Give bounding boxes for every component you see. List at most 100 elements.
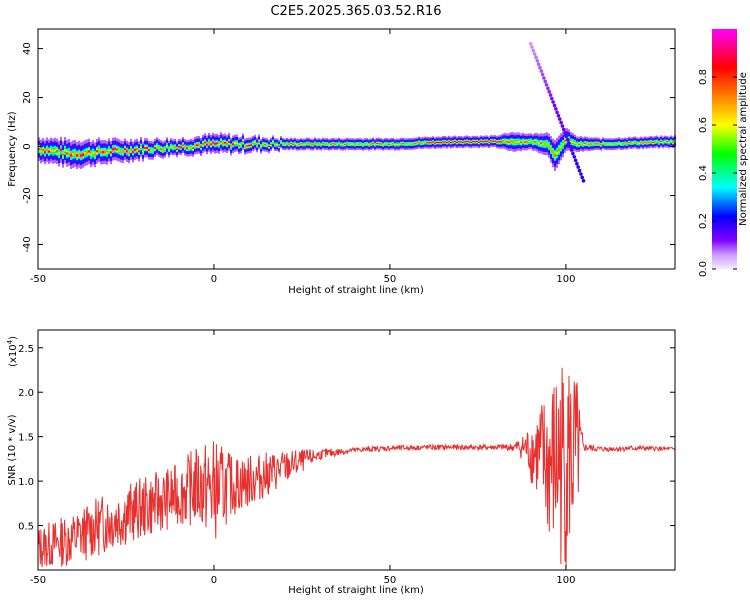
spectrogram-cell <box>46 148 48 151</box>
spectrogram-cell <box>212 141 214 144</box>
spectrogram-cell <box>428 142 430 144</box>
spectrogram-cell <box>384 143 386 145</box>
spectrogram-cell <box>466 140 468 142</box>
spectrogram-cell <box>636 142 638 144</box>
spectrogram-cell <box>520 141 522 144</box>
spectrogram-cell <box>650 141 652 143</box>
spectrogram-cell <box>248 144 250 147</box>
chirp-point <box>547 89 551 94</box>
x-tick-label: 100 <box>556 575 575 586</box>
chirp-point <box>544 83 549 87</box>
spectrogram-cell <box>640 142 642 144</box>
spectrogram-cell <box>518 140 520 143</box>
x-tick-label: 0 <box>211 575 217 586</box>
spectrogram-cell <box>668 141 670 143</box>
spectrogram-cell <box>332 143 334 145</box>
spectrogram-cell <box>476 141 478 143</box>
spectrogram-cell <box>480 140 482 142</box>
chirp-point <box>539 69 544 73</box>
spectrogram-cell <box>306 142 308 144</box>
chirp-point <box>576 165 580 169</box>
chirp-point <box>534 55 538 60</box>
spectrogram-cell <box>262 143 264 145</box>
spectrogram-cell <box>478 141 480 143</box>
spectrogram-cell <box>166 145 168 147</box>
spectrogram-cell <box>618 142 620 144</box>
spectrogram-cell <box>288 143 290 145</box>
spectrogram-cell <box>670 140 672 142</box>
spectrogram-cell <box>440 142 442 144</box>
spectrogram-cell <box>394 144 396 146</box>
chirp-point <box>563 131 567 135</box>
spectrogram-cell <box>402 143 404 145</box>
spectrogram-cell <box>548 144 550 147</box>
spectrogram-cell <box>592 143 594 145</box>
spectrogram-cell <box>600 144 602 146</box>
spectrogram-cell <box>102 151 104 154</box>
spectrogram-cell <box>176 148 178 151</box>
spectrogram-cell <box>542 143 544 146</box>
spectrogram-cell <box>432 141 434 143</box>
spectrogram-cell <box>622 143 624 145</box>
spectrogram-cell <box>464 141 466 143</box>
spectrogram-cell <box>130 148 132 151</box>
spectrogram-cell <box>80 154 82 157</box>
spectrogram-cell <box>254 141 256 143</box>
spectrogram-ylabel: Frequency (Hz) <box>7 111 18 187</box>
snr-multiplier-close: ) <box>8 336 19 340</box>
spectrogram-cell <box>430 142 432 144</box>
spectrogram-cell <box>606 143 608 145</box>
spectrogram-cell <box>412 143 414 145</box>
svg-text:(x104): (x104) <box>6 336 19 367</box>
spectrogram-cell <box>500 141 502 143</box>
spectrogram-cell <box>234 142 236 144</box>
spectrogram-cell <box>104 150 106 153</box>
chirp-point <box>564 134 569 139</box>
spectrogram-cell <box>578 143 580 146</box>
spectrogram-cell <box>576 143 578 145</box>
spectrogram-cell <box>66 152 68 155</box>
spectrogram-cell <box>652 141 654 143</box>
spectrogram-cell <box>124 148 126 151</box>
spectrogram-cell <box>330 143 332 145</box>
spectrogram-cell <box>538 142 540 145</box>
spectrogram-cell <box>638 142 640 144</box>
spectrogram-cell <box>324 143 326 145</box>
spectrogram-cell <box>342 144 344 146</box>
spectrogram-cell <box>264 144 266 146</box>
spectrogram-cell <box>346 143 348 145</box>
chirp-point <box>535 59 540 63</box>
chirp-point <box>559 120 563 125</box>
spectrogram-cell <box>630 142 632 144</box>
snr-ylabel: SNR (10 * v/v) <box>7 414 18 485</box>
spectrogram-cell <box>126 150 128 153</box>
spectrogram-cell <box>162 149 164 151</box>
spectrogram-cell <box>218 143 220 146</box>
chirp-point <box>555 110 559 115</box>
spectrogram-cell <box>646 142 648 144</box>
chirp-point <box>577 168 582 173</box>
snr-panel: -50 0 50 100 0.5 1.0 1.5 2.0 2.5 Height of strai… <box>6 329 676 596</box>
spectrogram-cell <box>60 148 62 151</box>
spectrogram-cell <box>434 142 436 144</box>
spectrogram-cell <box>208 141 210 144</box>
spectrogram-cell <box>382 144 384 146</box>
spectrogram-cell <box>634 141 636 143</box>
spectrogram-cell <box>62 153 64 156</box>
spectrogram-cell <box>572 141 574 144</box>
spectrogram-cell <box>436 141 438 143</box>
spectrogram-cell <box>64 149 66 152</box>
spectrogram-cell <box>266 144 268 146</box>
y-tick-label: 1.5 <box>18 433 34 444</box>
spectrogram-cell <box>570 141 572 143</box>
y-tick-label: 20 <box>22 91 33 104</box>
spectrogram-cell <box>344 143 346 145</box>
spectrogram-cell <box>320 144 322 146</box>
chirp-point <box>550 96 554 101</box>
spectrogram-cell <box>170 145 172 148</box>
spectrogram-cell <box>150 149 152 152</box>
spectrogram-cell <box>260 145 262 147</box>
spectrogram-cell <box>82 153 84 156</box>
x-tick-label: -50 <box>30 575 46 586</box>
